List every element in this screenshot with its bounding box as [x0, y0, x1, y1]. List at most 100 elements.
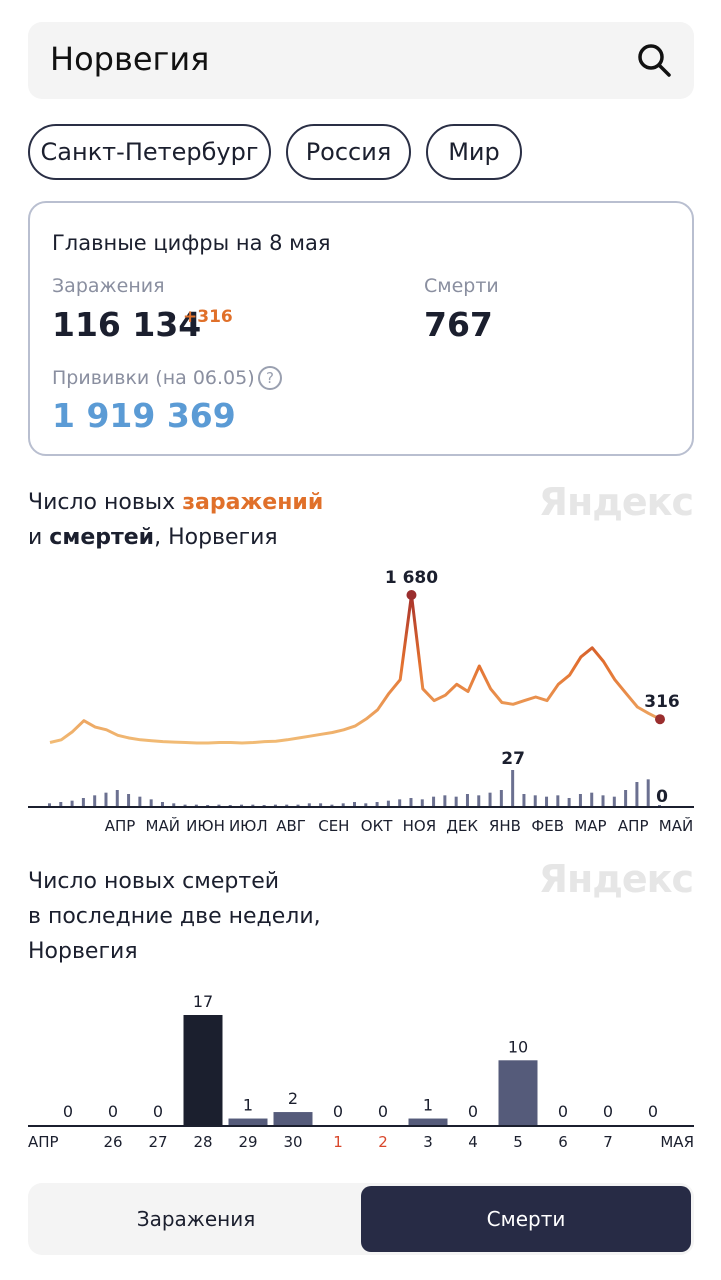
- deaths-mark: [420, 799, 424, 806]
- deaths-peak-label: 27: [501, 749, 525, 769]
- chart2-title: Число новых смертей в последние две неде…: [28, 864, 321, 969]
- deaths-mark: [93, 795, 97, 806]
- x-tick-label: ОКТ: [361, 817, 393, 835]
- help-symbol: ?: [266, 369, 274, 387]
- deaths-mark: [556, 795, 560, 806]
- deaths-mark: [601, 795, 605, 806]
- search-bar[interactable]: Норвегия: [28, 22, 694, 99]
- deaths-mark: [409, 798, 413, 806]
- deaths-mark: [398, 799, 402, 806]
- deaths-mark: [240, 804, 244, 806]
- deaths-mark: [285, 804, 289, 806]
- toggle-label: Заражения: [136, 1207, 256, 1231]
- x-tick-label: 29: [238, 1133, 257, 1151]
- bar-value-label: 2: [288, 1089, 298, 1108]
- yandex-logo: Яндекс: [538, 857, 694, 901]
- bar-value-label: 17: [193, 992, 213, 1011]
- infections-label: Заражения: [52, 275, 165, 297]
- help-icon[interactable]: ?: [258, 366, 282, 390]
- deaths-mark: [522, 794, 526, 806]
- deaths-mark: [499, 790, 503, 806]
- x-tick-label: 28: [193, 1133, 212, 1151]
- x-tick-label: ДЕК: [446, 817, 478, 835]
- deaths-mark: [138, 796, 142, 806]
- x-tick-label: 30: [283, 1133, 302, 1151]
- deaths-mark: [48, 803, 51, 806]
- deaths-mark: [635, 782, 639, 806]
- x-tick-label: АВГ: [276, 817, 306, 835]
- deaths-mark: [149, 799, 153, 806]
- deaths-mark: [465, 794, 469, 806]
- bar-value-label: 0: [468, 1102, 478, 1121]
- chip-world[interactable]: Мир: [426, 124, 522, 180]
- deaths-mark: [454, 796, 458, 806]
- x-tick-label: МАЯ: [660, 1133, 694, 1151]
- x-tick-label: 27: [148, 1133, 167, 1151]
- deaths-mark: [612, 796, 616, 806]
- deaths-mark: [624, 790, 628, 806]
- toggle-deaths-button[interactable]: Смерти: [361, 1186, 691, 1252]
- death-bar: [273, 1112, 313, 1125]
- x-tick-label: ИЮН: [186, 817, 225, 835]
- latest-point: [655, 714, 665, 725]
- x-tick-label: 1: [333, 1133, 343, 1151]
- bar-value-label: 10: [508, 1037, 528, 1056]
- deaths-mark: [477, 795, 481, 806]
- chip-russia[interactable]: Россия: [286, 124, 411, 180]
- deaths-mark: [658, 805, 661, 806]
- chip-saint-petersburg[interactable]: Санкт-Петербург: [28, 124, 271, 180]
- chip-label: Санкт-Петербург: [40, 138, 259, 166]
- x-tick-label: 4: [468, 1133, 478, 1151]
- death-bar: [228, 1118, 268, 1125]
- deaths-mark: [59, 802, 63, 806]
- bar-value-label: 1: [423, 1096, 433, 1115]
- x-tick-label: АПР: [618, 817, 649, 835]
- metric-toggle: Заражения Смерти: [28, 1183, 694, 1255]
- x-tick-label: 6: [558, 1133, 568, 1151]
- chart1-title-highlight: заражений: [182, 490, 324, 515]
- chip-label: Мир: [448, 138, 500, 166]
- x-tick-label: 26: [103, 1133, 122, 1151]
- toggle-infections-button[interactable]: Заражения: [31, 1186, 361, 1252]
- infections-value: 116 134: [52, 305, 202, 344]
- x-tick-label: НОЯ: [403, 817, 437, 835]
- deaths-mark: [375, 802, 379, 806]
- deaths-mark: [364, 803, 368, 806]
- x-tick-label: 2: [378, 1133, 388, 1151]
- deaths-mark: [590, 792, 594, 806]
- deaths-mark: [81, 798, 85, 806]
- deaths-label: Смерти: [424, 275, 499, 297]
- x-tick-label: 3: [423, 1133, 433, 1151]
- toggle-label: Смерти: [486, 1207, 566, 1231]
- deaths-mark: [296, 804, 300, 806]
- vaccinations-value: 1 919 369: [52, 396, 236, 435]
- bar-value-label: 0: [603, 1102, 613, 1121]
- x-tick-label: ФЕВ: [531, 817, 564, 835]
- chart2-title-line1: Число новых смертей: [28, 869, 280, 894]
- summary-card: Главные цифры на 8 мая Заражения 116 134…: [28, 201, 694, 456]
- x-tick-label: 7: [603, 1133, 613, 1151]
- deaths-mark: [488, 792, 492, 806]
- deaths-mark: [330, 804, 334, 806]
- deaths-mark: [533, 795, 537, 806]
- latest-label: 316: [644, 692, 680, 712]
- deaths-value: 767: [424, 305, 493, 344]
- search-icon[interactable]: [636, 42, 672, 78]
- deaths-mark: [228, 805, 232, 806]
- deaths-mark: [567, 798, 571, 806]
- search-input[interactable]: Норвегия: [50, 40, 210, 78]
- chart2-title-line3: Норвегия: [28, 939, 138, 964]
- x-tick-label: АПР: [105, 817, 136, 835]
- death-bar: [183, 1015, 223, 1125]
- deaths-mark: [319, 803, 323, 806]
- chart1-title-part2: и: [28, 525, 50, 550]
- deaths-mark: [511, 770, 515, 806]
- x-tick-label: АПР: [28, 1133, 59, 1151]
- bar-value-label: 0: [378, 1102, 388, 1121]
- bar-value-label: 0: [558, 1102, 568, 1121]
- deaths-mark: [353, 802, 356, 806]
- deaths-mark: [443, 795, 447, 806]
- x-tick-label: МАЙ: [146, 816, 180, 835]
- x-tick-label: МАЙ: [659, 816, 693, 835]
- peak-point: [406, 590, 417, 600]
